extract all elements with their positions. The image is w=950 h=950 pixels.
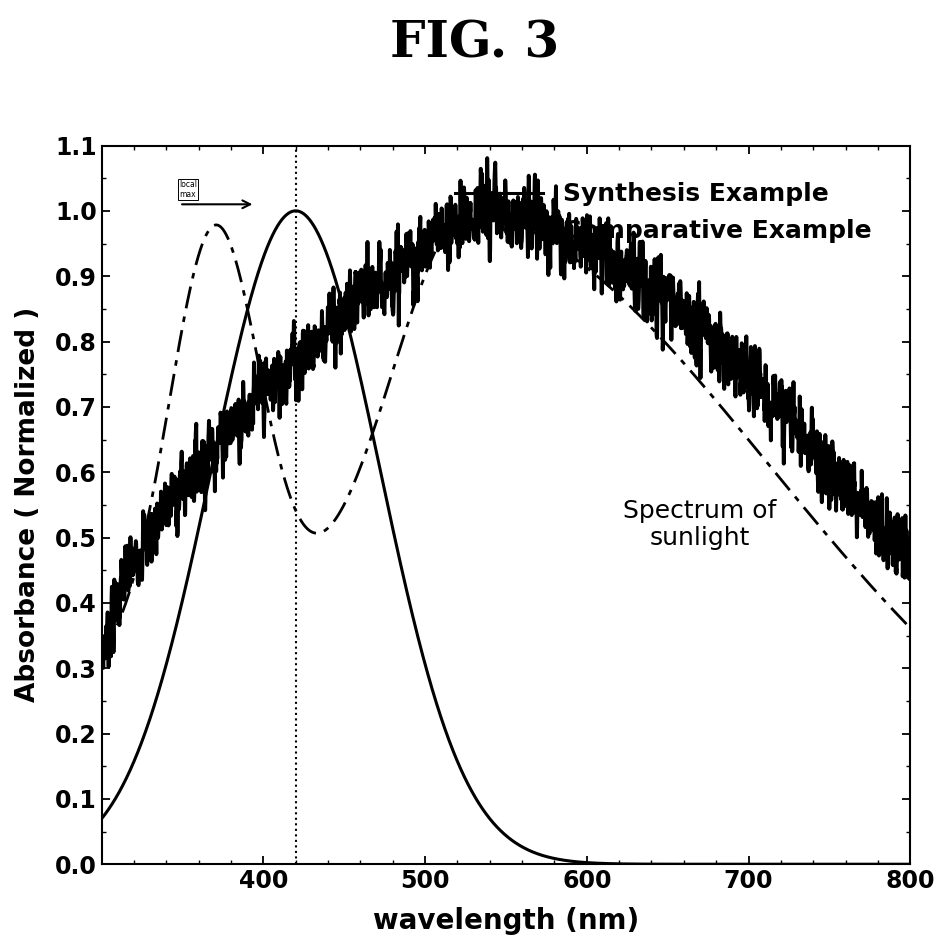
Synthesis Example [237, 326, 248, 337]
Synthesis Example [442, 729, 453, 740]
Text: FIG. 3: FIG. 3 [390, 19, 560, 68]
Synthesis Example [188, 544, 200, 556]
Synthesis Example [96, 813, 107, 825]
Synthesis Example [904, 859, 916, 870]
Synthesis Example [290, 205, 301, 217]
Comparative Example [802, 506, 813, 518]
Comparative Example [237, 278, 248, 290]
Comparative Example [466, 205, 477, 217]
X-axis label: wavelength (nm): wavelength (nm) [372, 907, 639, 935]
Comparative Example [441, 224, 452, 236]
Line: Comparative Example: Comparative Example [102, 211, 910, 652]
Comparative Example [904, 622, 916, 634]
Comparative Example [406, 307, 417, 318]
Text: Spectrum of
sunlight: Spectrum of sunlight [623, 499, 777, 550]
Y-axis label: Absorbance ( Normalized ): Absorbance ( Normalized ) [15, 307, 41, 702]
Comparative Example [96, 646, 107, 657]
Comparative Example [188, 267, 200, 278]
Line: Synthesis Example: Synthesis Example [102, 211, 910, 864]
Synthesis Example [889, 859, 901, 870]
Comparative Example [889, 606, 901, 618]
Text: local
max: local max [180, 180, 198, 199]
Legend: Synthesis Example, Comparative Example: Synthesis Example, Comparative Example [446, 172, 882, 253]
Synthesis Example [407, 607, 418, 618]
Synthesis Example [802, 859, 813, 870]
